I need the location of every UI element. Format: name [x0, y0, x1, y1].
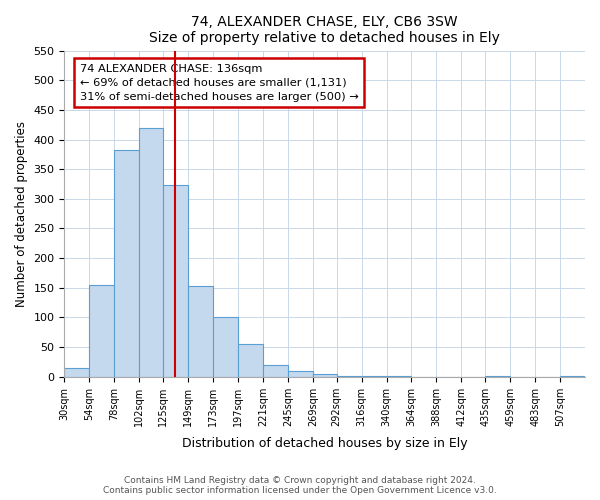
X-axis label: Distribution of detached houses by size in Ely: Distribution of detached houses by size …	[182, 437, 467, 450]
Bar	[213, 318, 238, 377]
Bar	[386, 376, 412, 377]
Bar	[139, 128, 163, 377]
Text: Contains HM Land Registry data © Crown copyright and database right 2024.
Contai: Contains HM Land Registry data © Crown c…	[103, 476, 497, 495]
Bar	[485, 376, 510, 377]
Bar	[263, 365, 288, 377]
Bar	[313, 374, 337, 377]
Bar	[238, 344, 263, 377]
Bar	[64, 368, 89, 377]
Text: 74 ALEXANDER CHASE: 136sqm
← 69% of detached houses are smaller (1,131)
31% of s: 74 ALEXANDER CHASE: 136sqm ← 69% of deta…	[80, 64, 359, 102]
Title: 74, ALEXANDER CHASE, ELY, CB6 3SW
Size of property relative to detached houses i: 74, ALEXANDER CHASE, ELY, CB6 3SW Size o…	[149, 15, 500, 45]
Bar	[288, 371, 313, 377]
Bar	[89, 285, 114, 377]
Bar	[114, 150, 139, 377]
Bar	[560, 376, 585, 377]
Bar	[337, 376, 362, 377]
Bar	[188, 286, 213, 377]
Bar	[362, 376, 386, 377]
Bar	[163, 185, 188, 377]
Y-axis label: Number of detached properties: Number of detached properties	[15, 120, 28, 306]
